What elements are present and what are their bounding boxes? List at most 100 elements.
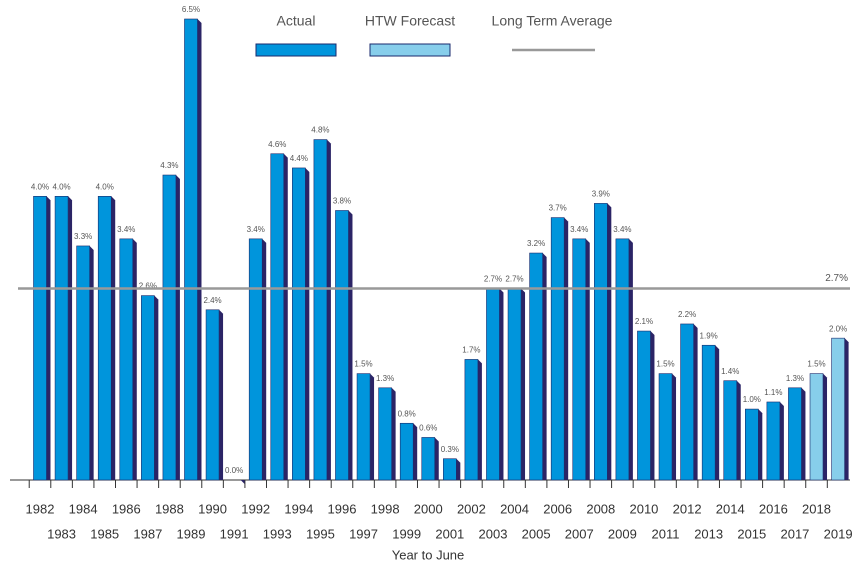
bar bbox=[680, 323, 694, 481]
bar-side bbox=[779, 401, 784, 480]
bar bbox=[97, 196, 112, 481]
bar bbox=[292, 167, 306, 481]
bar-side bbox=[715, 345, 720, 480]
x-tick-label: 2001 bbox=[435, 526, 464, 541]
x-tick-label: 1982 bbox=[26, 501, 55, 516]
bar bbox=[248, 238, 263, 481]
x-axis-title: Year to June bbox=[392, 547, 465, 562]
bar bbox=[809, 373, 824, 481]
bar bbox=[270, 153, 285, 481]
x-tick-label: 2010 bbox=[629, 501, 658, 516]
bar-side bbox=[283, 153, 288, 480]
x-tick-label: 2016 bbox=[759, 501, 788, 516]
bar bbox=[119, 238, 134, 481]
x-tick-label: 2004 bbox=[500, 501, 529, 516]
x-tick-label: 2017 bbox=[780, 526, 809, 541]
value-label: 3.9% bbox=[592, 190, 610, 199]
value-label: 4.6% bbox=[268, 140, 286, 149]
bar bbox=[507, 288, 522, 481]
x-tick-label: 1987 bbox=[133, 526, 162, 541]
bar-side bbox=[89, 245, 94, 480]
value-label: 3.4% bbox=[247, 225, 265, 234]
bar bbox=[335, 210, 349, 481]
bar-side bbox=[132, 238, 137, 480]
value-label: 3.3% bbox=[74, 232, 92, 241]
x-tick-label: 1984 bbox=[69, 501, 98, 516]
bar-side bbox=[154, 295, 159, 480]
x-tick-label: 1993 bbox=[263, 526, 292, 541]
bar bbox=[184, 18, 198, 481]
value-label: 4.0% bbox=[52, 182, 70, 191]
value-label: 1.1% bbox=[764, 388, 782, 397]
value-label: 3.4% bbox=[117, 225, 135, 234]
x-tick-label: 1997 bbox=[349, 526, 378, 541]
bar bbox=[141, 295, 155, 481]
value-label: 4.0% bbox=[96, 182, 114, 191]
bar bbox=[205, 309, 220, 481]
bar bbox=[615, 238, 630, 481]
bar-side bbox=[456, 458, 461, 480]
x-tick-label: 2009 bbox=[608, 526, 637, 541]
bar bbox=[421, 437, 436, 481]
bar-side bbox=[521, 288, 526, 480]
bar-side bbox=[262, 238, 267, 480]
bar-side bbox=[219, 309, 224, 480]
value-label: 3.4% bbox=[613, 225, 631, 234]
bar-side bbox=[499, 288, 504, 480]
bar-side bbox=[477, 359, 482, 480]
bar bbox=[701, 344, 716, 481]
value-label: 1.9% bbox=[700, 331, 718, 340]
bar bbox=[550, 217, 565, 481]
x-tick-label: 2007 bbox=[565, 526, 594, 541]
value-label: 2.4% bbox=[203, 296, 221, 305]
bar bbox=[831, 337, 845, 481]
x-tick-label: 1992 bbox=[241, 501, 270, 516]
bar bbox=[54, 196, 69, 481]
bar bbox=[594, 203, 608, 481]
bar-side bbox=[628, 238, 633, 480]
bar bbox=[637, 330, 651, 481]
x-tick-label: 2002 bbox=[457, 501, 486, 516]
x-tick-label: 1994 bbox=[284, 501, 313, 516]
bar-side bbox=[197, 19, 202, 480]
bar-side bbox=[305, 167, 310, 480]
bar bbox=[572, 238, 587, 481]
bar-side bbox=[844, 338, 849, 480]
bar bbox=[464, 359, 479, 481]
x-tick-label: 1996 bbox=[328, 501, 357, 516]
bar-side bbox=[672, 373, 677, 480]
bar bbox=[723, 380, 738, 481]
bar-side bbox=[542, 253, 547, 480]
bar bbox=[529, 252, 543, 481]
value-label: 2.7% bbox=[505, 275, 523, 284]
bar-side bbox=[650, 331, 655, 480]
x-tick-label: 2000 bbox=[414, 501, 443, 516]
value-label: 2.1% bbox=[635, 317, 653, 326]
value-label: 2.6% bbox=[139, 282, 157, 291]
bar bbox=[313, 139, 328, 481]
legend-label: Long Term Average bbox=[492, 13, 613, 29]
x-tick-label: 1990 bbox=[198, 501, 227, 516]
x-tick-label: 2011 bbox=[652, 526, 680, 541]
legend-swatch bbox=[369, 43, 451, 57]
legend-label: Actual bbox=[277, 13, 316, 29]
value-label: 4.4% bbox=[290, 154, 308, 163]
value-label: 0.0% bbox=[225, 466, 243, 475]
x-tick-label: 2008 bbox=[586, 501, 615, 516]
value-label: 1.4% bbox=[721, 367, 739, 376]
bar-side bbox=[326, 139, 331, 481]
bar bbox=[745, 408, 759, 481]
x-tick-label: 1995 bbox=[306, 526, 335, 541]
x-tick-label: 2005 bbox=[522, 526, 551, 541]
bar-side bbox=[175, 175, 180, 480]
value-label: 0.6% bbox=[419, 424, 437, 433]
value-label: 1.3% bbox=[376, 374, 394, 383]
value-label: 2.7% bbox=[484, 275, 502, 284]
bar bbox=[766, 401, 781, 481]
bar bbox=[76, 245, 90, 481]
value-label: 3.4% bbox=[570, 225, 588, 234]
x-tick-label: 1988 bbox=[155, 501, 184, 516]
bar bbox=[486, 288, 500, 481]
bar-side bbox=[68, 196, 73, 481]
